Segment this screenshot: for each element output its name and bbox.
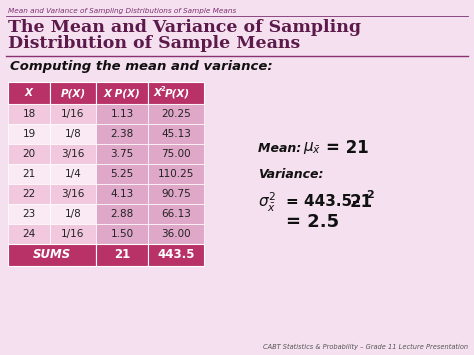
- Text: X: X: [25, 88, 33, 98]
- Text: Variance:: Variance:: [258, 169, 323, 181]
- Text: 36.00: 36.00: [161, 229, 191, 239]
- Text: 1/16: 1/16: [61, 229, 85, 239]
- Bar: [50, 104, 96, 124]
- Text: = 443.5–: = 443.5–: [286, 195, 360, 209]
- Text: 5.25: 5.25: [110, 169, 134, 179]
- Bar: [148, 184, 204, 204]
- Bar: [96, 224, 148, 244]
- Bar: [148, 82, 204, 104]
- Text: Mean:: Mean:: [258, 142, 306, 154]
- Text: 21: 21: [114, 248, 130, 262]
- Text: SUMS: SUMS: [33, 248, 71, 262]
- Text: 21: 21: [350, 193, 373, 211]
- Bar: [96, 204, 148, 224]
- Bar: [148, 224, 204, 244]
- Text: 66.13: 66.13: [161, 209, 191, 219]
- Bar: [148, 244, 204, 266]
- Text: 75.00: 75.00: [161, 149, 191, 159]
- Bar: [8, 144, 50, 164]
- Text: Mean and Variance of Sampling Distributions of Sample Means: Mean and Variance of Sampling Distributi…: [8, 8, 236, 14]
- Text: 22: 22: [22, 189, 36, 199]
- Text: 3/16: 3/16: [61, 149, 85, 159]
- Text: 2.38: 2.38: [110, 129, 134, 139]
- Bar: [148, 144, 204, 164]
- Bar: [8, 204, 50, 224]
- Text: X: X: [154, 88, 162, 98]
- Bar: [8, 184, 50, 204]
- Text: 24: 24: [22, 229, 36, 239]
- Bar: [8, 224, 50, 244]
- Text: The Mean and Variance of Sampling: The Mean and Variance of Sampling: [8, 19, 361, 36]
- Text: 45.13: 45.13: [161, 129, 191, 139]
- Text: 1/8: 1/8: [64, 209, 82, 219]
- Bar: [148, 124, 204, 144]
- Bar: [50, 224, 96, 244]
- Text: 23: 23: [22, 209, 36, 219]
- Text: 110.25: 110.25: [158, 169, 194, 179]
- Text: Computing the mean and variance:: Computing the mean and variance:: [10, 60, 273, 73]
- Text: 18: 18: [22, 109, 36, 119]
- Text: 1/4: 1/4: [64, 169, 82, 179]
- Text: 1.13: 1.13: [110, 109, 134, 119]
- Text: = 21: = 21: [326, 139, 369, 157]
- Bar: [96, 82, 148, 104]
- Text: CABT Statistics & Probability – Grade 11 Lecture Presentation: CABT Statistics & Probability – Grade 11…: [263, 344, 468, 350]
- Bar: [96, 184, 148, 204]
- Bar: [8, 124, 50, 144]
- Bar: [50, 124, 96, 144]
- Text: 1/8: 1/8: [64, 129, 82, 139]
- Bar: [50, 164, 96, 184]
- Bar: [96, 164, 148, 184]
- Bar: [50, 184, 96, 204]
- Text: 3/16: 3/16: [61, 189, 85, 199]
- Text: X P(X): X P(X): [104, 88, 140, 98]
- Bar: [8, 244, 96, 266]
- Bar: [96, 124, 148, 144]
- Bar: [8, 104, 50, 124]
- Bar: [148, 104, 204, 124]
- Text: = 2.5: = 2.5: [286, 213, 339, 231]
- Text: $\mu_{\bar{x}}$: $\mu_{\bar{x}}$: [303, 140, 321, 156]
- Bar: [96, 104, 148, 124]
- Bar: [8, 164, 50, 184]
- Text: 1.50: 1.50: [110, 229, 134, 239]
- Bar: [148, 204, 204, 224]
- Text: 20: 20: [22, 149, 36, 159]
- Text: P(X): P(X): [61, 88, 86, 98]
- Text: 3.75: 3.75: [110, 149, 134, 159]
- Bar: [96, 244, 148, 266]
- Text: 2: 2: [366, 190, 374, 200]
- Text: 21: 21: [22, 169, 36, 179]
- Text: 443.5: 443.5: [157, 248, 195, 262]
- Bar: [50, 82, 96, 104]
- Text: Distribution of Sample Means: Distribution of Sample Means: [8, 35, 300, 52]
- Text: $\sigma^2_{\bar{x}}$: $\sigma^2_{\bar{x}}$: [258, 190, 276, 214]
- Text: P(X): P(X): [165, 88, 190, 98]
- Text: 2: 2: [161, 86, 166, 92]
- Bar: [50, 144, 96, 164]
- Bar: [8, 82, 50, 104]
- Text: 19: 19: [22, 129, 36, 139]
- Text: 90.75: 90.75: [161, 189, 191, 199]
- Bar: [148, 164, 204, 184]
- Text: 2.88: 2.88: [110, 209, 134, 219]
- Bar: [50, 204, 96, 224]
- Bar: [96, 144, 148, 164]
- Text: 20.25: 20.25: [161, 109, 191, 119]
- Text: 1/16: 1/16: [61, 109, 85, 119]
- Text: 4.13: 4.13: [110, 189, 134, 199]
